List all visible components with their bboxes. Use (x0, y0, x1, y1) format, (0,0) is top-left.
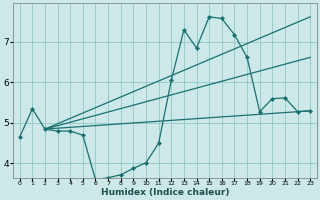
X-axis label: Humidex (Indice chaleur): Humidex (Indice chaleur) (101, 188, 229, 197)
